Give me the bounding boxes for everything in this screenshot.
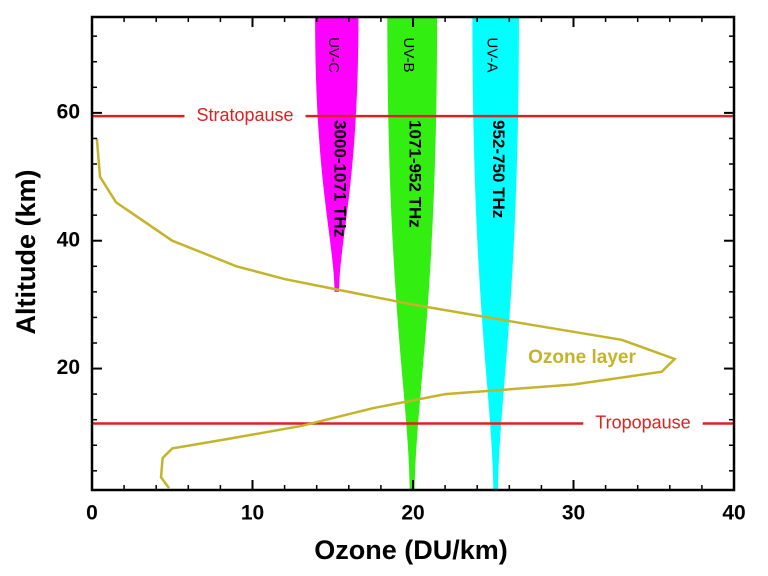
y-tick-label: 40 [57, 228, 80, 251]
band-range: 952-750 THz [489, 120, 508, 218]
hline-label: Stratopause [196, 105, 293, 125]
hline-label: Tropopause [595, 412, 690, 432]
x-tick-label: 10 [241, 502, 264, 525]
x-tick-label: 0 [86, 502, 98, 525]
ozone-line [95, 138, 677, 489]
band-name: UV-A [484, 37, 501, 72]
x-tick-label: 20 [401, 502, 424, 525]
series-label: Ozone layer [528, 347, 636, 368]
band-range: 3000-1071 THz [330, 120, 349, 237]
x-tick-label: 30 [562, 502, 585, 525]
band-name: UV-C [325, 37, 342, 73]
uv-band [472, 17, 519, 490]
uv-band [387, 17, 438, 490]
x-tick-label: 40 [722, 502, 745, 525]
x-axis-label: Ozone (DU/km) [314, 535, 508, 565]
y-tick-label: 60 [57, 100, 80, 123]
band-range: 1071-952 THz [406, 120, 425, 228]
uv-band [315, 17, 359, 292]
y-tick-label: 20 [57, 356, 80, 379]
band-name: UV-B [400, 37, 417, 72]
y-axis-label: Altitude (km) [11, 170, 41, 335]
